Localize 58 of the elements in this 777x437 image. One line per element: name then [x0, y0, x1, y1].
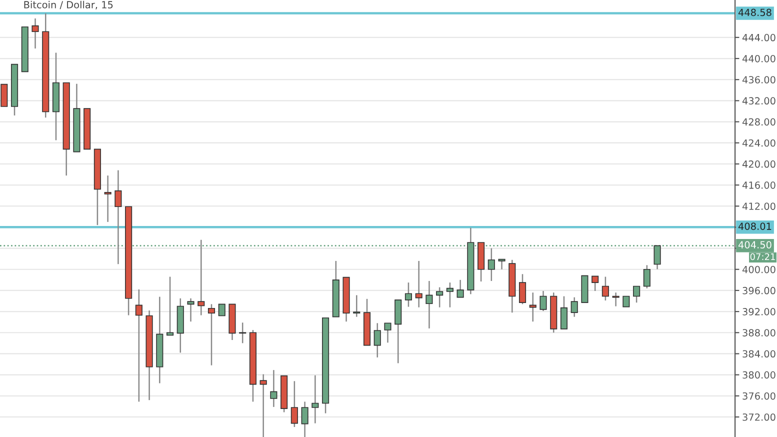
candlestick	[290, 380, 298, 428]
y-tick-label: 432.00	[742, 97, 776, 105]
candlestick	[114, 170, 122, 265]
y-tick-label: 420.00	[742, 160, 776, 168]
y-tick-label: 440.00	[742, 54, 776, 62]
candlestick	[312, 374, 319, 424]
candlestick	[0, 84, 8, 107]
candlestick	[498, 258, 506, 270]
candlestick	[208, 304, 216, 366]
y-tick-label: 388.00	[742, 329, 776, 336]
y-tick-label: 416.00	[742, 182, 776, 189]
y-tick-label: 384.00	[742, 350, 776, 358]
candlestick	[436, 286, 444, 308]
candlestick	[270, 369, 278, 408]
candlestick	[602, 276, 609, 302]
candlestick	[404, 282, 412, 308]
candlestick	[633, 286, 640, 304]
y-tick-label: 436.00	[742, 76, 776, 84]
candlestick	[198, 239, 205, 316]
y-tick-label: 424.00	[742, 139, 776, 147]
candlestick	[301, 401, 308, 437]
y-tick-label: 396.00	[742, 286, 776, 294]
candlestick	[135, 288, 142, 402]
candlestick	[456, 279, 464, 298]
candlestick	[622, 296, 630, 308]
candlestick	[260, 374, 267, 437]
ref-line-label: 448.58	[738, 8, 772, 16]
candlestick	[218, 304, 226, 316]
candlestick	[426, 280, 433, 330]
candlestick	[446, 282, 454, 308]
y-tick-label: 392.00	[742, 308, 776, 316]
candlestick	[643, 264, 650, 289]
candlestick	[415, 260, 422, 308]
candlestick	[518, 273, 526, 305]
candlestick	[570, 296, 578, 318]
candlestick	[560, 296, 568, 330]
ref-line-label: 404.50	[738, 241, 772, 248]
candlestick	[374, 322, 381, 358]
candlestick	[104, 174, 112, 223]
y-tick-label: 400.00	[742, 266, 776, 274]
text: 07:21	[750, 253, 775, 260]
chart-title: Bitcoin / Dollar, 15	[24, 0, 113, 10]
candlestick	[540, 290, 547, 312]
candlestick	[592, 276, 599, 292]
candlestick	[187, 298, 194, 322]
y-tick-label: 412.00	[742, 202, 776, 210]
candlestick	[166, 276, 174, 336]
candlestick	[488, 248, 495, 282]
y-tick-label: 372.00	[742, 413, 776, 421]
candlestick	[32, 18, 39, 50]
y-tick-label: 444.00	[742, 34, 776, 42]
candlestick	[239, 322, 246, 344]
candlestick	[353, 294, 360, 318]
y-tick-label: 380.00	[742, 371, 776, 379]
ref-line-label: 408.01	[738, 222, 772, 230]
y-tick-label: 376.00	[742, 392, 776, 400]
candlestick	[384, 322, 392, 344]
y-tick-label: 428.00	[742, 118, 776, 126]
